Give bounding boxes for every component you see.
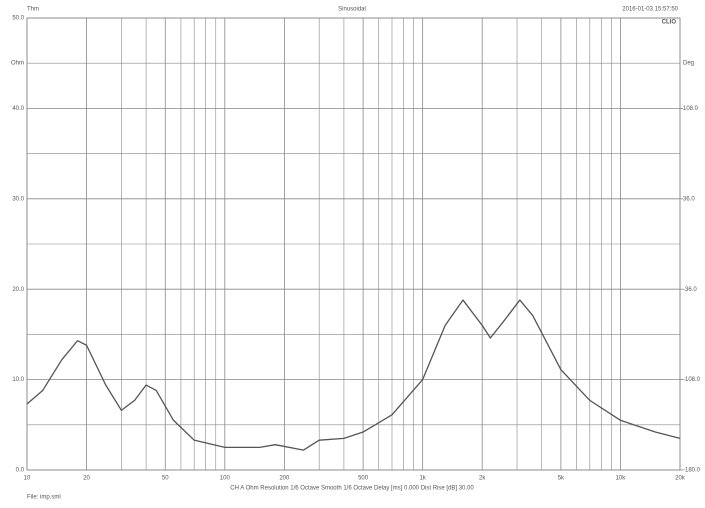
x-tick-label: 500 [358, 476, 369, 482]
x-tick-label: 1k [419, 476, 426, 482]
x-tick-label: 10k [616, 476, 627, 482]
header-right: 2016-01-03 15:57:50 [622, 7, 678, 13]
y-tick-label: 20.0 [12, 287, 24, 293]
x-tick-label: 10 [24, 476, 31, 482]
y-tick-label: 30.0 [12, 196, 24, 202]
y2-tick-label: -108.0 [683, 377, 701, 383]
footer: File: imp.sml [27, 495, 61, 501]
y-tick-label: 40.0 [12, 106, 24, 112]
y2-tick-label: -36.0 [683, 287, 697, 293]
y2-tick-label: -180.0 [683, 468, 701, 474]
x-tick-label: 200 [279, 476, 290, 482]
y-tick-label: 50.0 [12, 16, 24, 22]
x-tick-label: 50 [162, 476, 169, 482]
y-axis-label: Ohm [11, 61, 24, 67]
x-tick-label: 5k [558, 476, 565, 482]
y-tick-label: 0.0 [16, 468, 25, 474]
caption: CH A Ohm Resolution 1/6 Octave Smooth 1/… [230, 486, 474, 492]
x-tick-label: 20 [83, 476, 90, 482]
brand: CLIO [662, 20, 677, 26]
y2-axis-label: Deg [683, 61, 694, 67]
x-tick-label: 2k [479, 476, 486, 482]
header-center: Sinusoidal [338, 7, 366, 13]
x-tick-label: 20k [675, 476, 686, 482]
y-tick-label: 10.0 [12, 377, 24, 383]
y2-tick-label: 36.0 [683, 196, 695, 202]
header-left: Thm [27, 7, 39, 13]
x-tick-label: 100 [220, 476, 231, 482]
y2-tick-label: 108.0 [683, 106, 699, 112]
impedance-curve [26, 299, 681, 451]
